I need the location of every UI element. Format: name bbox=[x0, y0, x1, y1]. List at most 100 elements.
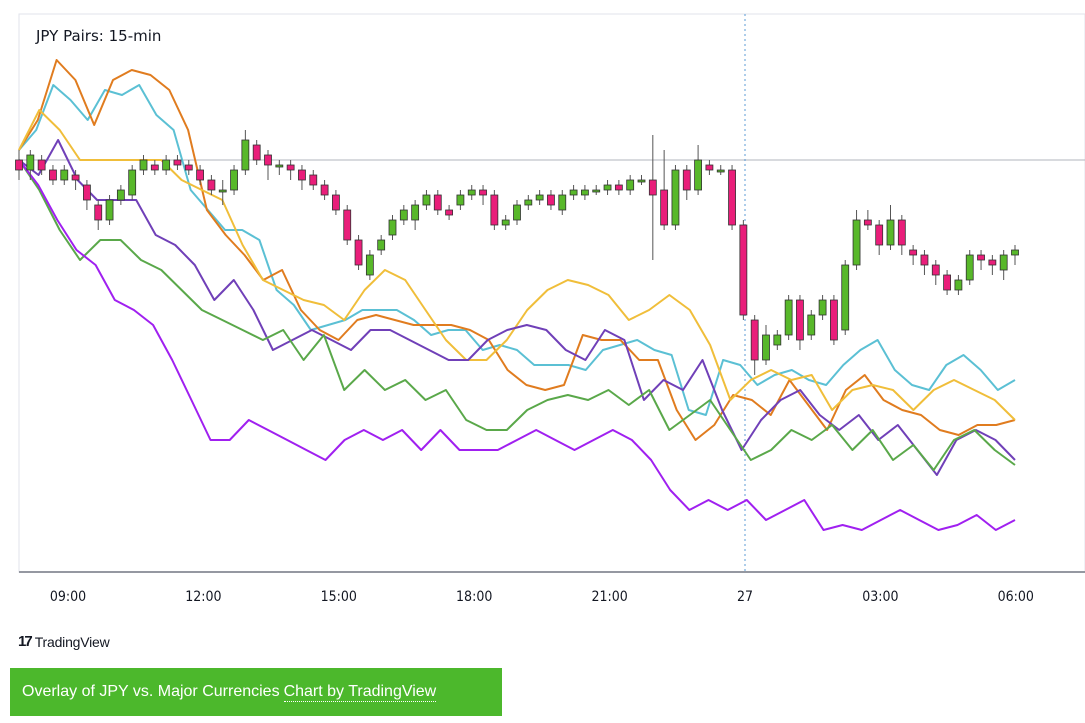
candle-body bbox=[886, 219, 895, 246]
caption-link[interactable]: Chart by TradingView bbox=[283, 682, 437, 702]
plot-area bbox=[18, 13, 1085, 573]
candle-body bbox=[37, 159, 46, 171]
candle bbox=[298, 165, 306, 190]
candle-body bbox=[332, 194, 340, 211]
x-tick-label: 21:00 bbox=[591, 589, 627, 605]
candle-body bbox=[479, 189, 487, 196]
candle bbox=[49, 165, 57, 185]
candle bbox=[71, 170, 80, 190]
candle bbox=[818, 295, 827, 320]
candle bbox=[897, 215, 906, 255]
candle bbox=[682, 165, 691, 200]
candle-body bbox=[581, 189, 589, 196]
candle-body bbox=[614, 184, 623, 191]
candle-body bbox=[445, 209, 453, 216]
candle bbox=[762, 325, 770, 365]
candle bbox=[1011, 245, 1019, 265]
candle bbox=[241, 130, 250, 175]
candle bbox=[422, 190, 431, 210]
candle bbox=[841, 260, 850, 335]
candle-body bbox=[852, 219, 861, 266]
candle bbox=[592, 185, 601, 195]
candle bbox=[807, 310, 816, 340]
candle bbox=[694, 145, 702, 195]
candle-body bbox=[988, 259, 997, 266]
candle bbox=[886, 205, 895, 250]
candle-body bbox=[739, 224, 748, 316]
candle bbox=[433, 190, 442, 215]
candle-body bbox=[716, 169, 725, 173]
candle bbox=[750, 315, 759, 375]
series-line-green bbox=[18, 159, 1016, 471]
candle-body bbox=[547, 194, 555, 206]
candle bbox=[332, 190, 340, 215]
candle-body bbox=[150, 164, 159, 171]
caption-text: Overlay of JPY vs. Major Currencies bbox=[22, 683, 280, 700]
candle-body bbox=[818, 299, 827, 316]
candle bbox=[365, 250, 374, 280]
candle bbox=[173, 155, 182, 170]
candle bbox=[252, 140, 261, 165]
candle-body bbox=[626, 179, 635, 191]
candle bbox=[637, 175, 646, 185]
candle bbox=[513, 200, 521, 225]
series-line-yellow bbox=[18, 109, 1016, 421]
candle-body bbox=[467, 189, 476, 196]
x-tick-label: 27 bbox=[737, 589, 753, 605]
candle bbox=[377, 235, 386, 255]
candle bbox=[116, 185, 125, 205]
tradingview-logo-text: TradingView bbox=[34, 633, 110, 650]
candle bbox=[399, 205, 408, 225]
candle-body bbox=[60, 169, 69, 181]
candle-body bbox=[298, 169, 306, 181]
chart-caption-bar: Overlay of JPY vs. Major Currencies Char… bbox=[10, 668, 502, 716]
candle bbox=[230, 165, 238, 195]
candle-body bbox=[94, 204, 103, 221]
candle bbox=[218, 180, 227, 205]
series-line-orange bbox=[18, 59, 1016, 441]
candle-body bbox=[196, 169, 204, 181]
candle bbox=[37, 155, 46, 175]
candle bbox=[354, 235, 363, 270]
x-tick-label: 18:00 bbox=[456, 589, 492, 605]
tradingview-logo[interactable]: 17 TradingView bbox=[18, 633, 110, 650]
candle-body bbox=[558, 194, 567, 211]
candle bbox=[196, 165, 204, 185]
candle bbox=[524, 195, 533, 210]
candle bbox=[558, 190, 567, 215]
candle bbox=[909, 245, 918, 265]
candle bbox=[445, 205, 453, 220]
candle-body bbox=[660, 189, 669, 226]
candle bbox=[988, 255, 997, 275]
candle-body bbox=[773, 334, 782, 346]
tradingview-logo-mark-icon: 17 bbox=[18, 633, 33, 650]
candle bbox=[648, 135, 657, 260]
candle bbox=[965, 250, 974, 285]
candle-body bbox=[320, 184, 329, 196]
candle bbox=[547, 190, 555, 210]
candle-body bbox=[456, 194, 465, 206]
candle-body bbox=[569, 189, 578, 196]
candle bbox=[716, 165, 725, 175]
candle bbox=[852, 210, 861, 270]
candle-body bbox=[524, 199, 533, 206]
candle-body bbox=[354, 239, 363, 266]
candle-body bbox=[807, 314, 816, 336]
candle bbox=[456, 190, 465, 210]
candle-body bbox=[105, 199, 114, 221]
candle bbox=[784, 295, 793, 340]
candle bbox=[83, 180, 91, 210]
x-tick-label: 03:00 bbox=[862, 589, 898, 605]
chart-canvas: 09:00 12:00 15:00 18:00 21:00 27 03:00 06:00 JP… bbox=[15, 13, 1085, 605]
candle-body bbox=[931, 264, 940, 276]
candle-body bbox=[218, 189, 227, 193]
candle-body bbox=[501, 219, 510, 226]
candle-body bbox=[830, 299, 838, 341]
candle-body bbox=[128, 169, 137, 196]
candle-body bbox=[694, 159, 702, 191]
candle-body bbox=[252, 144, 261, 161]
candle-body bbox=[309, 174, 318, 186]
candle-body bbox=[796, 299, 804, 341]
candle bbox=[501, 215, 510, 230]
candle bbox=[581, 185, 589, 200]
